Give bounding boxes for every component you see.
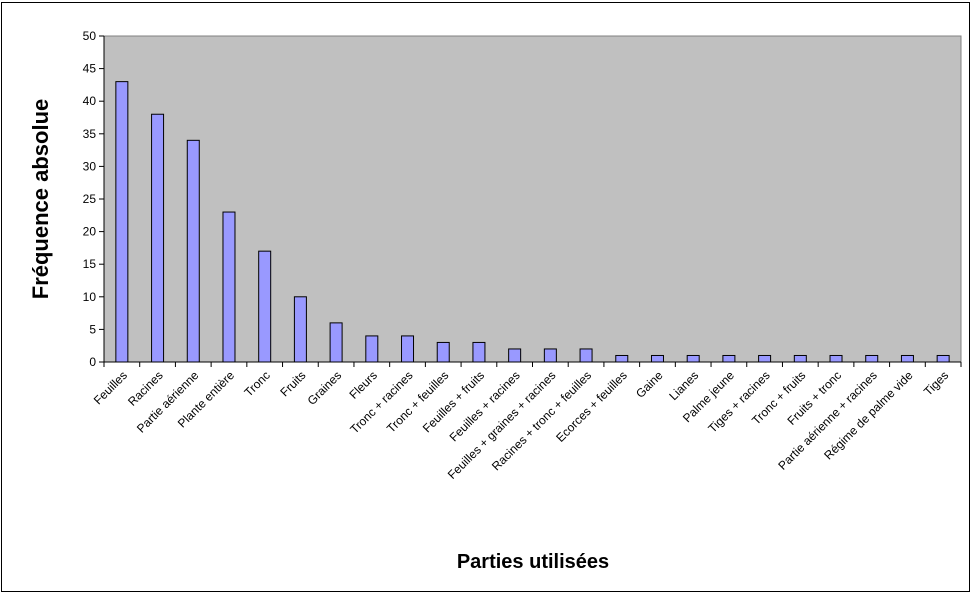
x-axis-title: Parties utilisées xyxy=(457,551,609,573)
bar xyxy=(151,113,165,363)
y-axis-title: Fréquence absolue xyxy=(28,99,53,300)
category-label: Feuilles xyxy=(91,368,130,407)
y-tick-label: 5 xyxy=(89,322,96,336)
y-tick-label: 35 xyxy=(83,127,97,141)
category-label: Tronc xyxy=(242,368,273,399)
bars xyxy=(115,81,950,363)
bar xyxy=(758,354,772,363)
y-tick-label: 45 xyxy=(83,62,97,76)
bar xyxy=(686,354,700,363)
bar xyxy=(365,335,379,363)
y-tick-label: 30 xyxy=(83,159,97,173)
category-label: Tiges xyxy=(921,368,951,398)
bar xyxy=(472,341,486,363)
y-tick-label: 20 xyxy=(83,225,97,239)
category-label: Graines xyxy=(305,368,345,408)
bar xyxy=(543,348,557,363)
category-label: Gaine xyxy=(633,368,666,401)
x-axis xyxy=(103,361,962,367)
bar xyxy=(900,354,914,363)
y-tick-label: 10 xyxy=(83,290,97,304)
bar xyxy=(615,354,629,363)
bar xyxy=(650,354,664,363)
bar xyxy=(293,296,307,363)
category-label: Tiges + racines xyxy=(705,368,772,435)
y-tick-label: 15 xyxy=(83,257,97,271)
bar xyxy=(936,354,950,363)
plot-area xyxy=(103,35,962,363)
bar xyxy=(579,348,593,363)
bar xyxy=(829,354,843,363)
category-label: Tronc + feuilles xyxy=(384,368,451,435)
bar xyxy=(722,354,736,363)
category-label: Fruits xyxy=(277,368,308,399)
category-label: Fleurs xyxy=(346,368,379,401)
category-label: Partie aérienne xyxy=(134,368,202,436)
bar xyxy=(508,348,522,363)
bar xyxy=(401,335,415,363)
bar xyxy=(793,354,807,363)
y-axis: 0 5 10 15 20 25 30 35 40 45 50 xyxy=(83,29,105,369)
bar xyxy=(115,81,129,363)
y-tick-label: 0 xyxy=(89,355,96,369)
bar xyxy=(222,211,236,363)
y-tick-label: 40 xyxy=(83,94,97,108)
bar xyxy=(436,341,450,363)
category-label: Tronc + racines xyxy=(347,368,415,436)
category-label: Feuilles + fruits xyxy=(420,368,487,435)
y-tick-label: 50 xyxy=(83,29,97,43)
bar xyxy=(186,139,200,363)
bar xyxy=(865,354,879,363)
bar xyxy=(329,322,343,363)
y-tick-label: 25 xyxy=(83,192,97,206)
bar xyxy=(258,250,272,363)
